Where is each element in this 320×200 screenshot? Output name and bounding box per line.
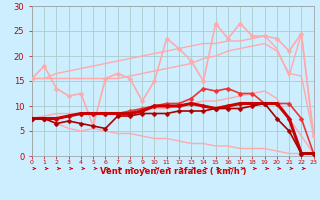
- X-axis label: Vent moyen/en rafales ( km/h ): Vent moyen/en rafales ( km/h ): [100, 167, 246, 176]
